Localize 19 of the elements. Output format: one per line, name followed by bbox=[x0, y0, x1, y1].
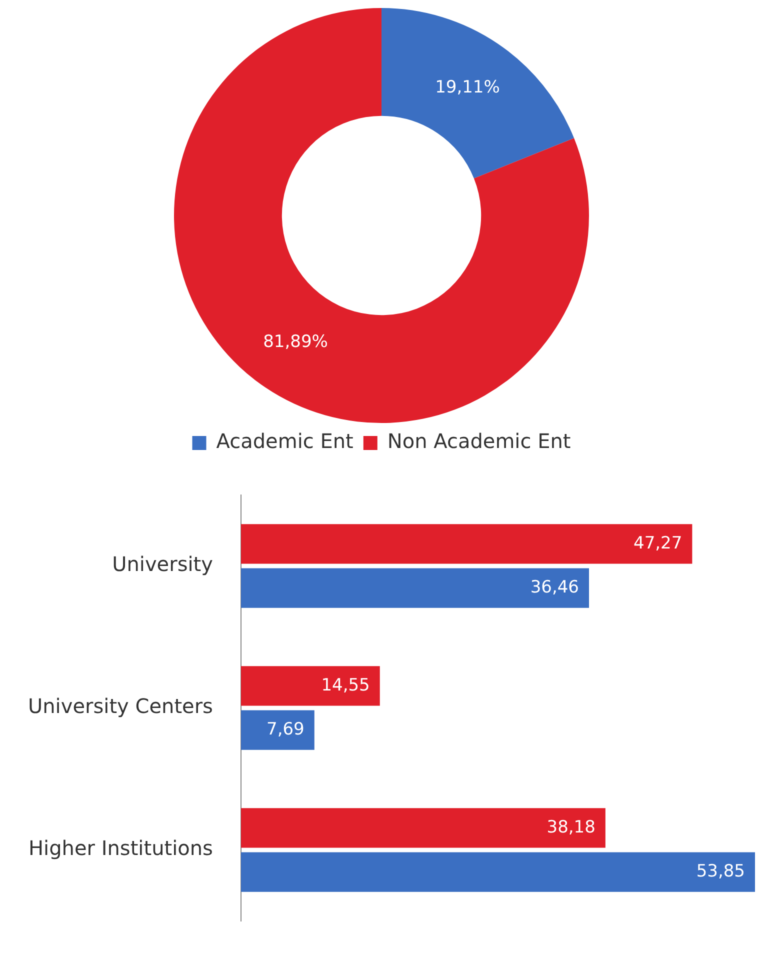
bar bbox=[240, 852, 755, 892]
bar bbox=[240, 808, 606, 848]
data-label: 19,11% bbox=[435, 78, 500, 98]
bar bbox=[240, 568, 590, 608]
legend-label: Academic Ent bbox=[216, 429, 354, 454]
data-label: 7,69 bbox=[266, 719, 304, 740]
bar bbox=[240, 666, 380, 706]
data-label: 47,27 bbox=[634, 533, 682, 554]
data-label: 36,46 bbox=[530, 577, 580, 598]
data-label: 81,89% bbox=[263, 332, 328, 352]
bar bbox=[240, 710, 314, 750]
data-label: 53,85 bbox=[696, 861, 745, 882]
legend-label: Non Academic Ent bbox=[387, 429, 571, 454]
y-tick-label: University Centers bbox=[28, 694, 213, 718]
data-label: 38,18 bbox=[546, 817, 596, 838]
y-tick-label: University bbox=[112, 552, 214, 576]
data-label: 14,55 bbox=[321, 675, 370, 696]
bar bbox=[240, 524, 692, 564]
y-tick-label: Higher Institutions bbox=[28, 836, 213, 860]
